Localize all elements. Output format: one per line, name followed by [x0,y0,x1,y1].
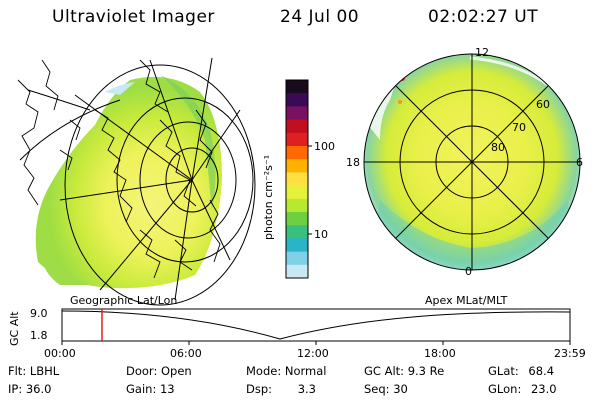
mlat-label-60: 60 [536,98,550,111]
colorbar-cell [286,132,308,147]
altitude-timeline [61,308,571,345]
altitude-curve [61,310,571,340]
info-mode: Mode: Normal [246,364,327,378]
mlt-label-6: 6 [576,156,583,169]
timeline-axis-label: GC Alt [8,311,21,346]
mlt-label-0: 0 [465,265,472,278]
info-seq: Seq: 30 [364,382,408,396]
info-glon: GLon: 23.0 [488,382,557,396]
colorbar-cell [286,80,308,94]
mlt-label-12: 12 [475,46,489,59]
mlt-label-18: 18 [346,156,360,169]
timeline-xtick-0600: 06:00 [170,347,202,360]
colorbar-cell [286,251,308,266]
colorbar-tick-10: 10 [314,228,328,241]
info-door: Door: Open [126,364,192,378]
colorbar-cell [286,185,308,200]
colorbar-cell [286,119,308,134]
info-ip: IP: 36.0 [8,382,52,396]
left-map-caption: Geographic Lat/Lon [70,294,178,307]
colorbar-cell [286,198,308,213]
right-map-caption: Apex MLat/MLT [425,294,508,307]
app-title: Ultraviolet Imager [52,7,215,27]
colorbar-cell [286,212,308,226]
time-label: 02:02:27 UT [428,7,539,27]
timeline-xtick-2359: 23:59 [554,347,586,360]
timeline-xtick-1200: 12:00 [297,347,329,360]
timeline-ytick-min: 1.8 [30,329,48,342]
colorbar-cell [286,264,308,279]
info-dsp: Dsp: 3.3 [246,382,316,396]
colorbar [285,79,312,279]
colorbar-cell [286,159,308,173]
date-label: 24 Jul 00 [280,7,360,27]
left-emission-region [35,76,222,289]
earth-limb [64,64,256,306]
colorbar-unit-label: photon cm⁻²s⁻¹ [262,154,275,240]
info-gc-alt: GC Alt: 9.3 Re [364,364,445,378]
info-gain: Gain: 13 [126,382,175,396]
colorbar-cell [286,238,308,253]
colorbar-tick-100: 100 [314,140,335,153]
colorbar-cell [286,172,308,187]
timeline-xtick-1800: 18:00 [424,347,456,360]
colorbar-cell [286,146,308,160]
info-flt: Flt: LBHL [8,364,60,378]
timeline-ytick-max: 9.0 [30,307,48,320]
info-glat: GLat: 68.4 [488,364,555,378]
right-polar-map [363,53,581,271]
colorbar-cell [286,106,308,121]
timeline-xtick-0000: 00:00 [44,347,76,360]
colorbar-cell [286,225,308,239]
mlat-label-70: 70 [512,121,526,134]
left-geographic-map [17,57,256,306]
colorbar-cell [286,93,308,107]
mlat-label-80: 80 [491,141,505,154]
